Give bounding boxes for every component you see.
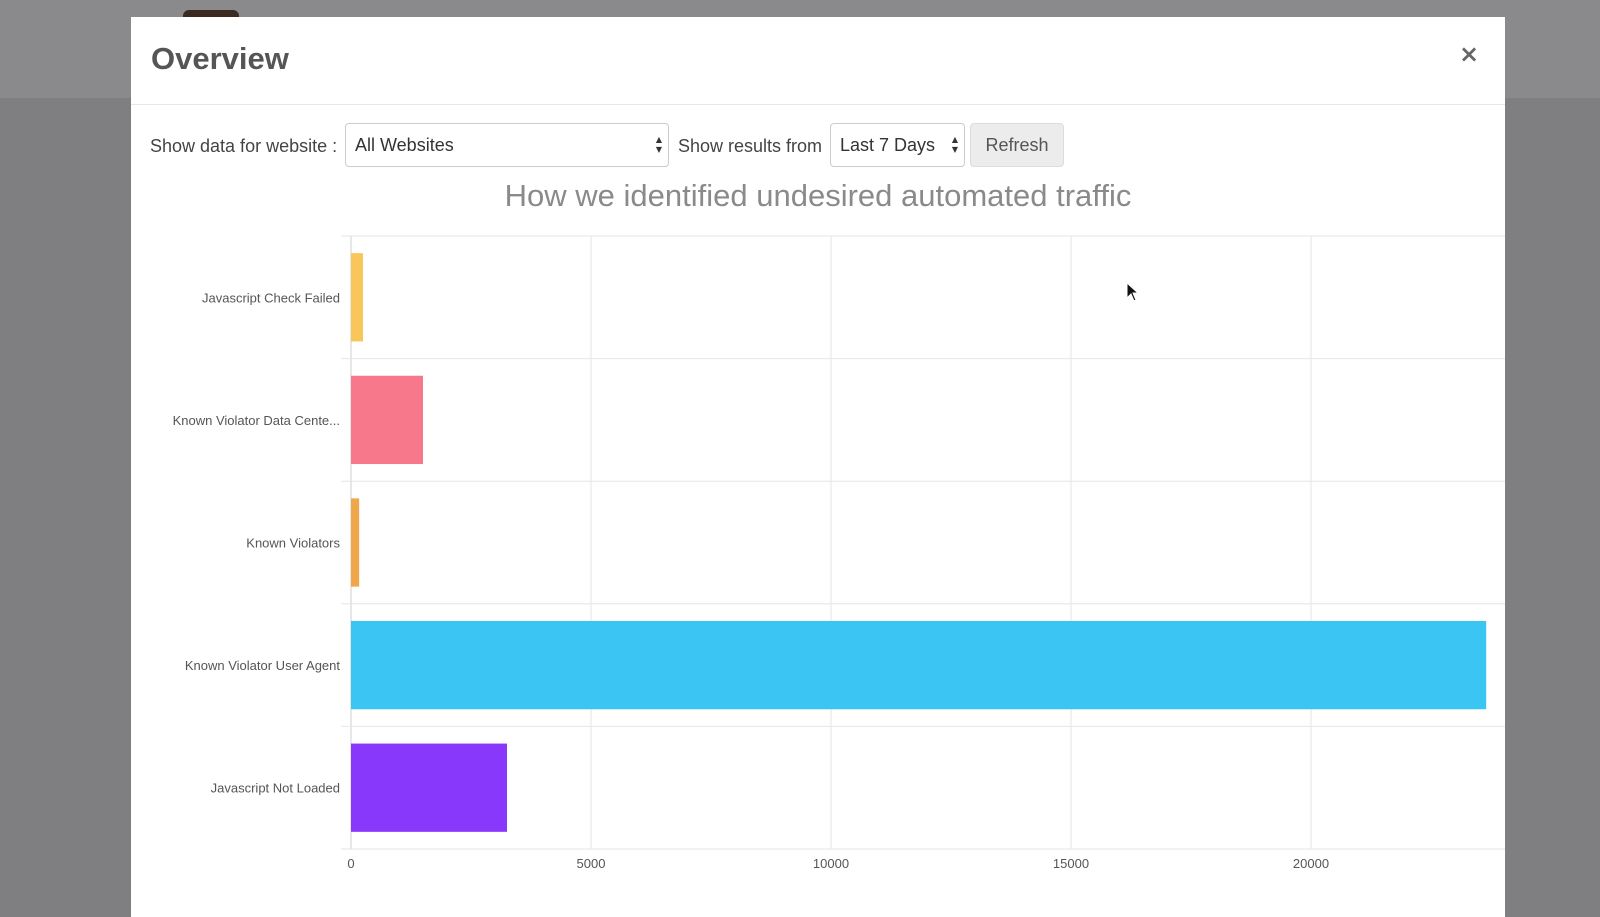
select-arrows-icon: ▲ ▼: [655, 135, 663, 154]
range-select[interactable]: Last 7 Days ▲ ▼: [830, 123, 965, 167]
y-category-label: Known Violator User Agent: [185, 658, 341, 673]
website-select[interactable]: All Websites ▲ ▼: [345, 123, 669, 167]
close-icon[interactable]: ×: [1454, 39, 1484, 69]
range-filter-label: Show results from: [678, 136, 823, 156]
website-filter-label: Show data for website :: [150, 136, 338, 156]
background-logo: [183, 10, 239, 20]
modal-title: Overview: [151, 41, 289, 76]
y-category-label: Known Violator Data Cente...: [173, 413, 340, 428]
modal-header: Overview ×: [131, 17, 1505, 105]
bar: [351, 743, 507, 832]
refresh-button[interactable]: Refresh: [970, 123, 1064, 167]
x-tick-label: 15000: [1053, 856, 1089, 871]
x-tick-label: 10000: [813, 856, 849, 871]
range-select-value: Last 7 Days: [840, 135, 936, 155]
chart-title: How we identified undesired automated tr…: [504, 178, 1132, 213]
y-category-label: Known Violators: [246, 536, 340, 551]
website-select-value: All Websites: [355, 135, 454, 155]
mouse-cursor-icon: [1126, 282, 1140, 302]
x-tick-label: 20000: [1293, 856, 1329, 871]
select-arrows-icon: ▲ ▼: [951, 135, 959, 154]
y-category-label: Javascript Not Loaded: [211, 781, 340, 796]
x-tick-label: 0: [347, 856, 354, 871]
bar: [351, 253, 363, 342]
overview-modal: Overview × Show data for website : All W…: [131, 17, 1505, 917]
bar-chart: 0500010000150002000025000Javascript Chec…: [173, 235, 1505, 871]
bar: [351, 498, 360, 587]
y-category-label: Javascript Check Failed: [202, 290, 340, 305]
bar: [351, 620, 1487, 710]
x-tick-label: 5000: [577, 856, 606, 871]
bar: [351, 375, 423, 465]
